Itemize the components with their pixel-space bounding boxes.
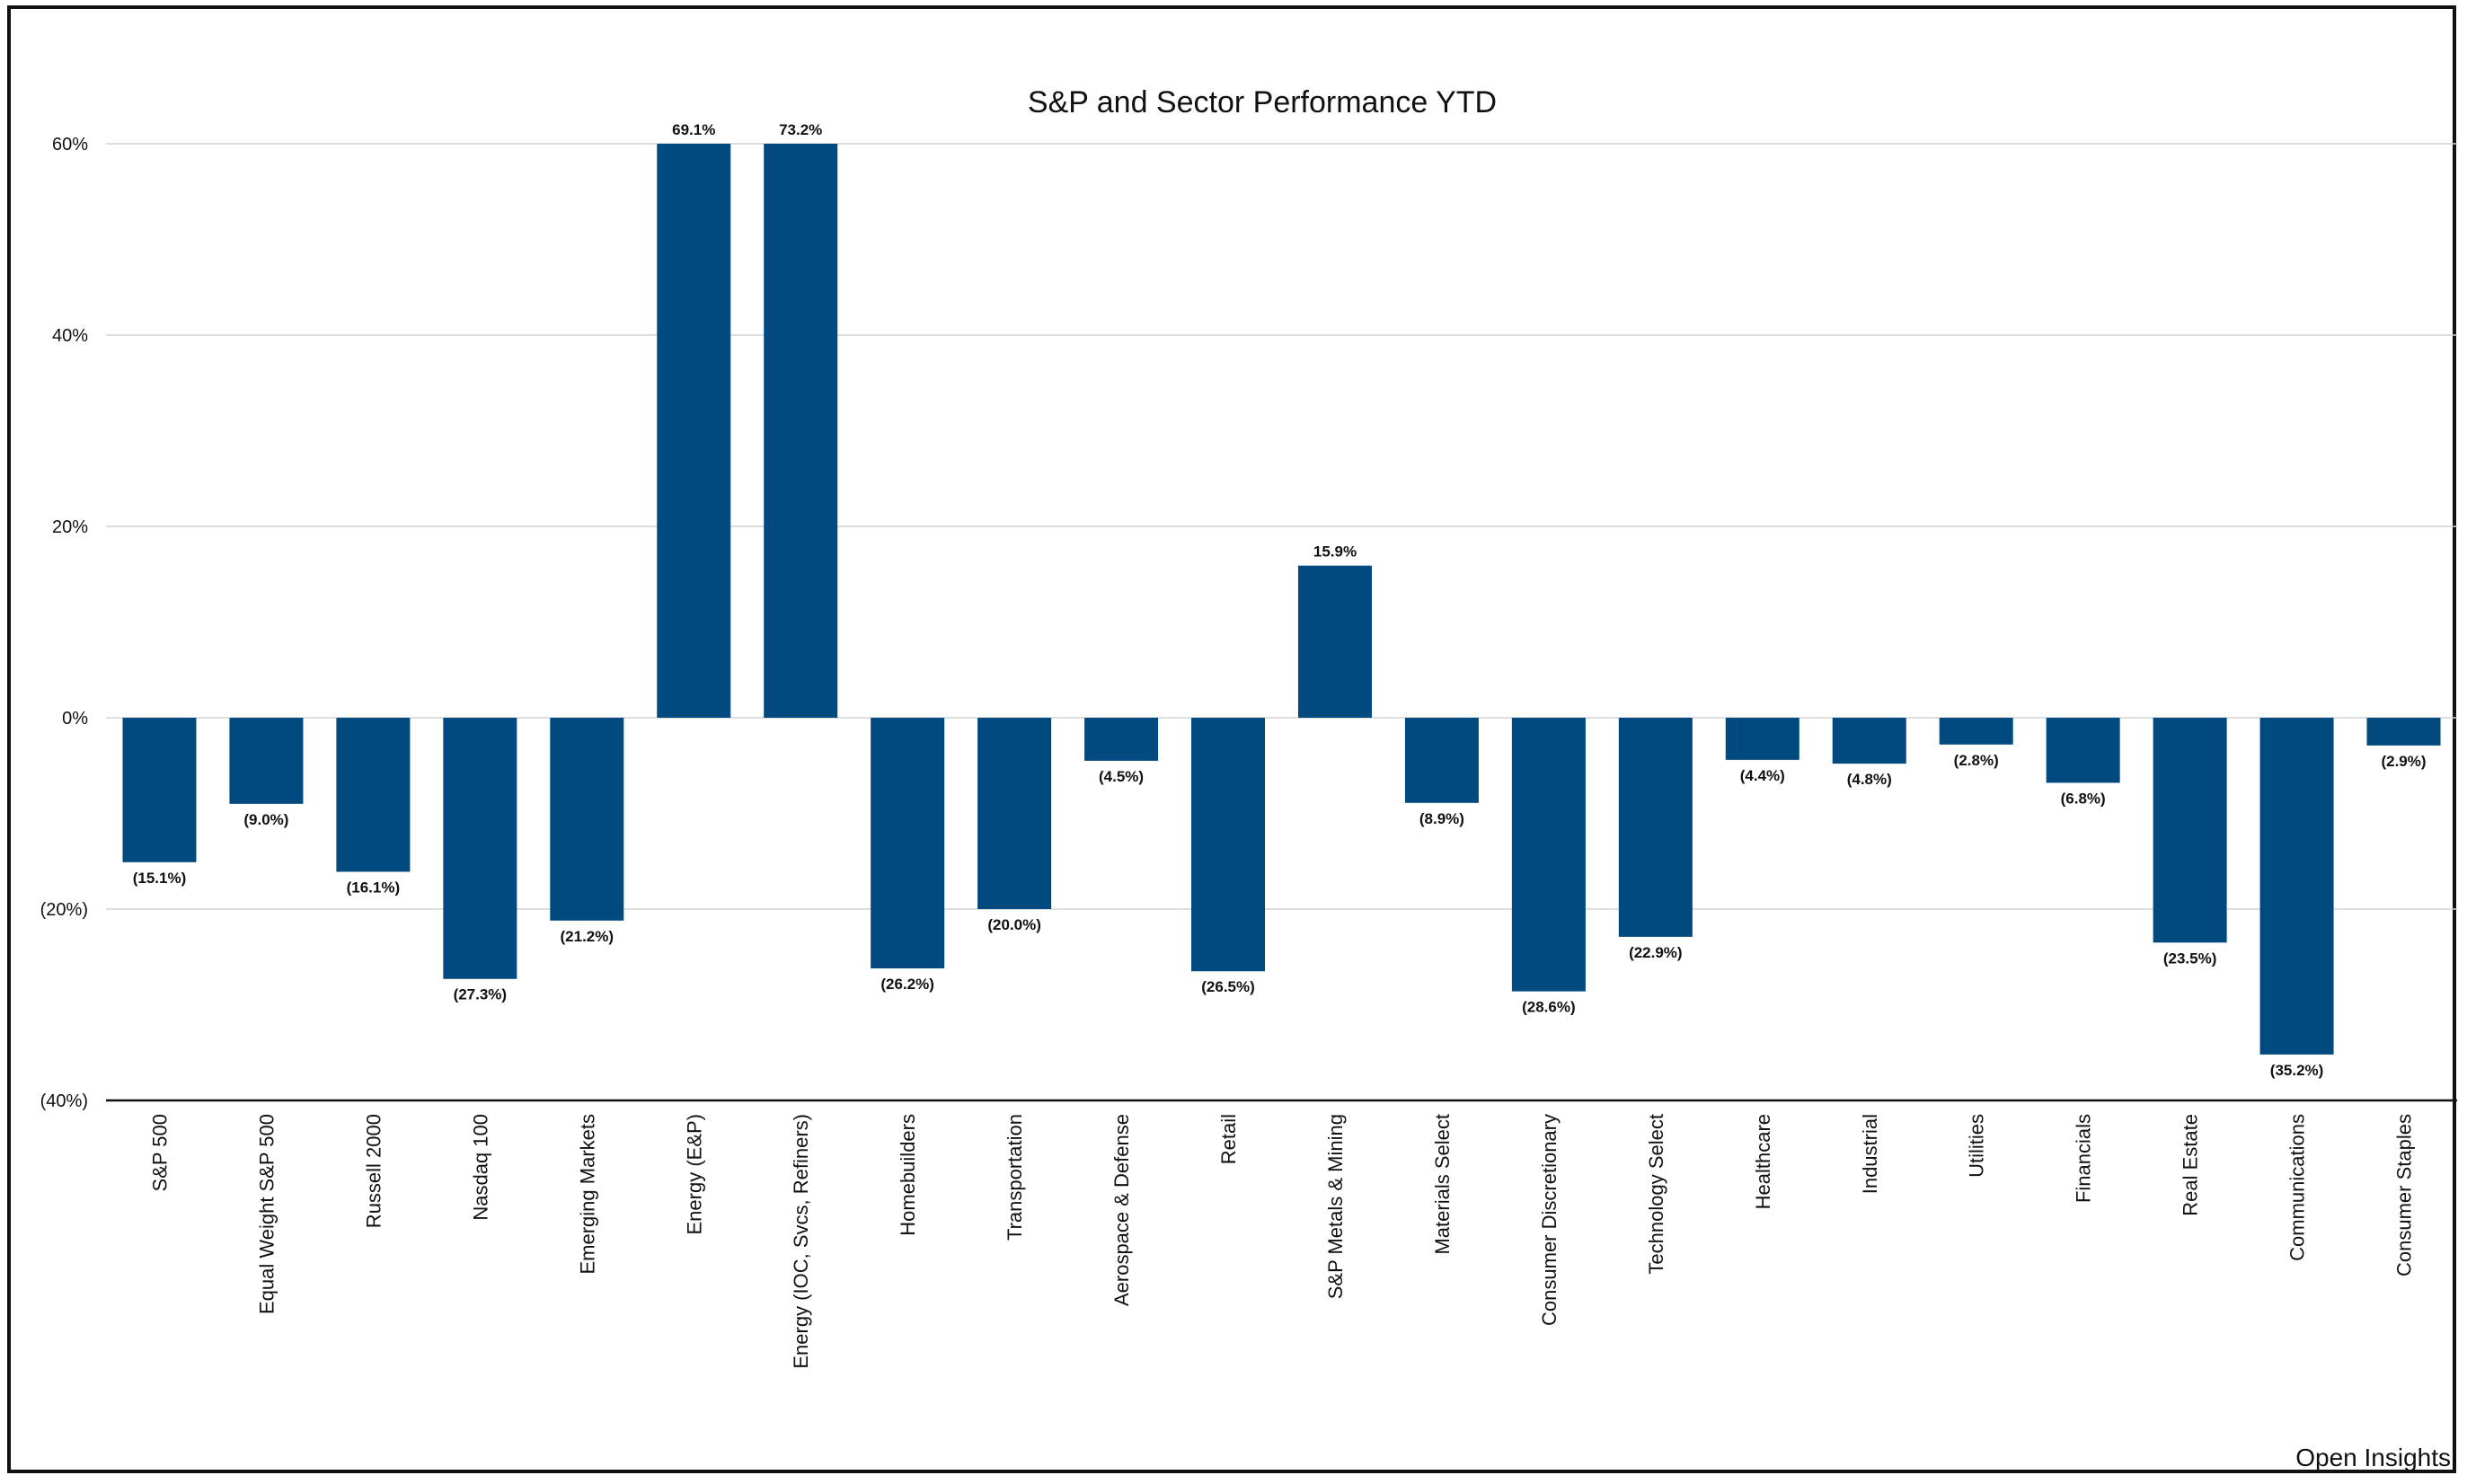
bar [1404, 718, 1479, 803]
bar [2259, 718, 2334, 1055]
bar [550, 718, 624, 921]
data-label: (23.5%) [2163, 950, 2217, 967]
x-tick-label: Energy (IOC, Svcs, Refiners) [790, 1114, 812, 1369]
x-tick-label: Materials Select [1431, 1114, 1454, 1255]
x-tick-label: Consumer Discretionary [1538, 1114, 1561, 1326]
data-label: 15.9% [1313, 543, 1357, 561]
data-label: (27.3%) [454, 986, 508, 1003]
data-label: (16.1%) [347, 879, 401, 896]
bar [2153, 718, 2227, 943]
data-label: (9.0%) [243, 811, 288, 828]
data-label: (35.2%) [2270, 1062, 2324, 1079]
data-label: (6.8%) [2061, 790, 2106, 807]
x-tick-label: Financials [2073, 1114, 2095, 1203]
x-tick-label: Communications [2286, 1114, 2309, 1261]
data-label: 73.2% [779, 121, 822, 138]
bar [871, 718, 945, 969]
x-tick-label: Transportation [1004, 1114, 1026, 1241]
bar [1084, 718, 1159, 761]
data-label: (4.8%) [1847, 771, 1892, 788]
x-tick-label: Aerospace & Defense [1110, 1114, 1133, 1306]
bar [1618, 718, 1693, 937]
data-label: 69.1% [672, 121, 715, 138]
bar [1191, 718, 1266, 972]
bar [122, 718, 197, 862]
bars [122, 144, 2441, 1055]
y-tick-label: (40%) [40, 1091, 88, 1111]
bar [657, 144, 731, 718]
credit-text: Open Insights [2295, 1444, 2451, 1471]
chart-title: S&P and Sector Performance YTD [1028, 85, 1497, 119]
data-label: (20.0%) [987, 916, 1041, 933]
bar [1832, 718, 1906, 764]
bar [229, 718, 304, 804]
x-tick-label: Technology Select [1645, 1114, 1667, 1275]
y-tick-label: 20% [52, 517, 88, 537]
x-tick-label: Real Estate [2180, 1114, 2202, 1216]
bar [1511, 718, 1586, 992]
bar [1297, 565, 1372, 718]
data-label: (21.2%) [561, 928, 615, 945]
y-tick-label: (20%) [40, 900, 88, 920]
x-tick-label: Equal Weight S&P 500 [255, 1114, 278, 1314]
x-tick-label: Russell 2000 [362, 1114, 385, 1228]
y-tick-label: 60% [52, 135, 88, 155]
data-label: (4.5%) [1099, 768, 1144, 785]
data-label: (26.5%) [1201, 978, 1255, 995]
data-label: (8.9%) [1419, 810, 1464, 827]
y-tick-label: 40% [52, 326, 88, 346]
data-labels: (15.1%) (9.0%) (16.1%) (27.3%) (21.2%) 69.1% 7… [133, 121, 2427, 1079]
x-tick-label: Industrial [1859, 1114, 1881, 1194]
x-tick-label: S&P 500 [148, 1114, 171, 1191]
bar [336, 718, 411, 872]
bar [1939, 718, 2013, 745]
x-tick-label: Homebuilders [897, 1114, 919, 1236]
bar [2366, 718, 2441, 746]
data-label: (2.8%) [1954, 752, 1999, 769]
data-label: (15.1%) [133, 870, 187, 887]
bar [443, 718, 517, 979]
x-tick-label: S&P Metals & Mining [1324, 1114, 1347, 1299]
bar [1725, 718, 1799, 760]
x-tick-label: Nasdaq 100 [469, 1114, 491, 1221]
x-tick-label: Retail [1217, 1114, 1240, 1164]
data-label: (22.9%) [1629, 944, 1683, 961]
data-label: (4.4%) [1740, 767, 1785, 784]
x-tick-label: Emerging Markets [576, 1114, 598, 1275]
y-tick-label: 0% [62, 709, 88, 729]
x-tick-label: Consumer Staples [2393, 1114, 2416, 1276]
data-label: (2.9%) [2381, 753, 2426, 770]
x-axis-ticks: S&P 500 Equal Weight S&P 500 Russell 2000 N… [148, 1114, 2415, 1369]
x-tick-label: Utilities [1966, 1114, 1988, 1178]
bar [764, 144, 838, 718]
y-axis-ticks: 60% 40% 20% 0% (20%) (40%) [40, 135, 89, 1111]
x-tick-label: Energy (E&P) [683, 1114, 705, 1235]
bar [2046, 718, 2120, 783]
data-label: (28.6%) [1522, 999, 1576, 1016]
bar [977, 718, 1052, 909]
data-label: (26.2%) [880, 976, 934, 993]
x-tick-label: Healthcare [1752, 1114, 1774, 1209]
